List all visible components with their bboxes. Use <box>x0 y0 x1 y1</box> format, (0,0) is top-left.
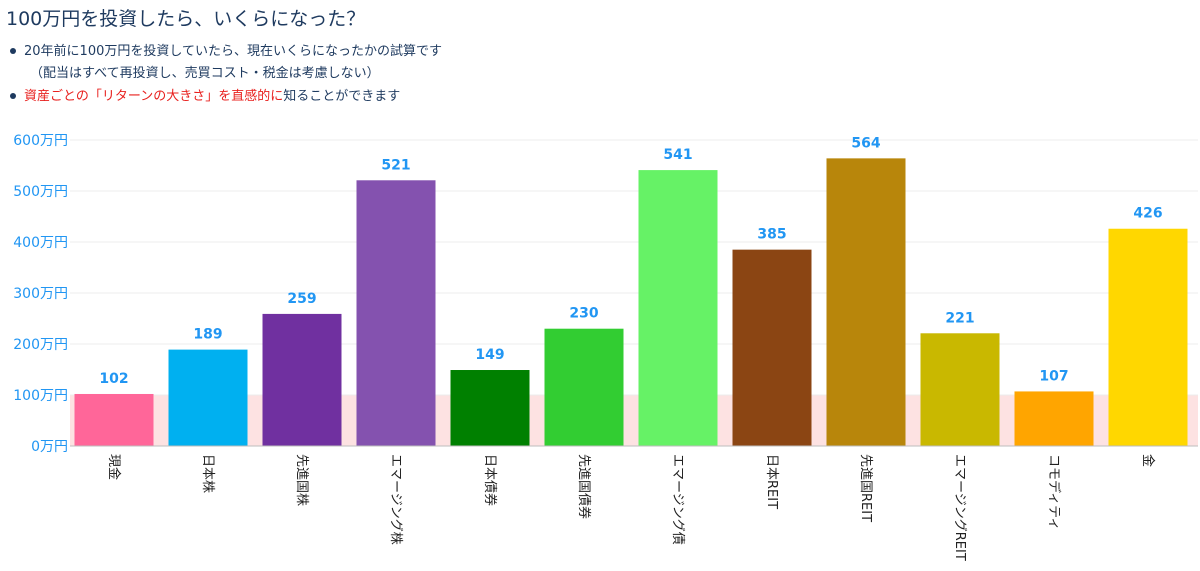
bullet-item: 資産ごとの「リターンの大きさ」を直感的に知ることができます <box>8 85 400 104</box>
x-tick-label: エマージングREIT <box>952 454 967 561</box>
y-tick-label: 300万円 <box>13 286 68 302</box>
bar <box>732 249 812 446</box>
bar <box>74 393 154 446</box>
data-label: 564 <box>851 135 880 151</box>
x-tick-label: 先進国株 <box>294 454 309 506</box>
data-label: 385 <box>757 227 786 243</box>
bullet-dot-icon <box>10 47 16 54</box>
bar <box>826 158 906 447</box>
data-label: 149 <box>475 347 504 363</box>
bar <box>450 370 530 446</box>
y-tick-label: 100万円 <box>13 388 68 404</box>
bar <box>356 180 436 447</box>
y-tick-label: 200万円 <box>13 337 68 353</box>
data-label: 189 <box>193 327 222 343</box>
bullet-item-note: （配当はすべて再投資し、売買コスト・税金は考慮しない） <box>8 62 380 81</box>
data-label: 521 <box>381 157 410 173</box>
data-label: 230 <box>569 306 598 322</box>
data-label: 426 <box>1133 206 1162 222</box>
x-tick-label: エマージング債 <box>670 454 685 545</box>
x-tick-label: 日本株 <box>200 454 215 493</box>
x-tick-label: エマージング株 <box>388 454 403 545</box>
bullet-text: （配当はすべて再投資し、売買コスト・税金は考慮しない） <box>30 66 380 81</box>
data-label: 107 <box>1039 368 1068 384</box>
x-tick-label: 現金 <box>106 454 122 480</box>
y-tick-label: 400万円 <box>13 235 68 251</box>
y-tick-label: 0万円 <box>31 439 68 455</box>
bar <box>262 313 342 446</box>
reference-band <box>70 395 1198 446</box>
bullet-dot-icon <box>10 92 16 99</box>
bar <box>168 349 248 446</box>
x-tick-label: 日本債券 <box>482 454 498 506</box>
bar <box>1014 391 1094 446</box>
y-tick-label: 500万円 <box>13 184 68 200</box>
data-label: 259 <box>287 291 316 307</box>
x-tick-label: 金 <box>1140 454 1156 467</box>
x-tick-label: コモディティ <box>1046 454 1062 530</box>
bullet-highlight-text: 資産ごとの「リターンの大きさ」を直感的に <box>24 89 284 104</box>
bar <box>638 170 718 446</box>
chart-title: 100万円を投資したら、いくらになった？ <box>6 8 366 30</box>
data-label: 102 <box>99 371 128 387</box>
y-tick-label: 600万円 <box>13 133 68 149</box>
bullet-item: 20年前に100万円を投資していたら、現在いくらになったかの試算です <box>8 40 442 59</box>
x-tick-label: 先進国債券 <box>576 454 592 519</box>
bar <box>544 328 624 446</box>
x-tick-label: 日本REIT <box>764 454 779 509</box>
bar <box>920 333 1000 446</box>
bar <box>1108 228 1188 446</box>
bullet-text: 20年前に100万円を投資していたら、現在いくらになったかの試算です <box>24 44 442 59</box>
bullet-text: 知ることができます <box>283 89 401 104</box>
data-label: 221 <box>945 310 974 326</box>
data-label: 541 <box>663 147 692 163</box>
x-tick-label: 先進国REIT <box>858 454 873 522</box>
